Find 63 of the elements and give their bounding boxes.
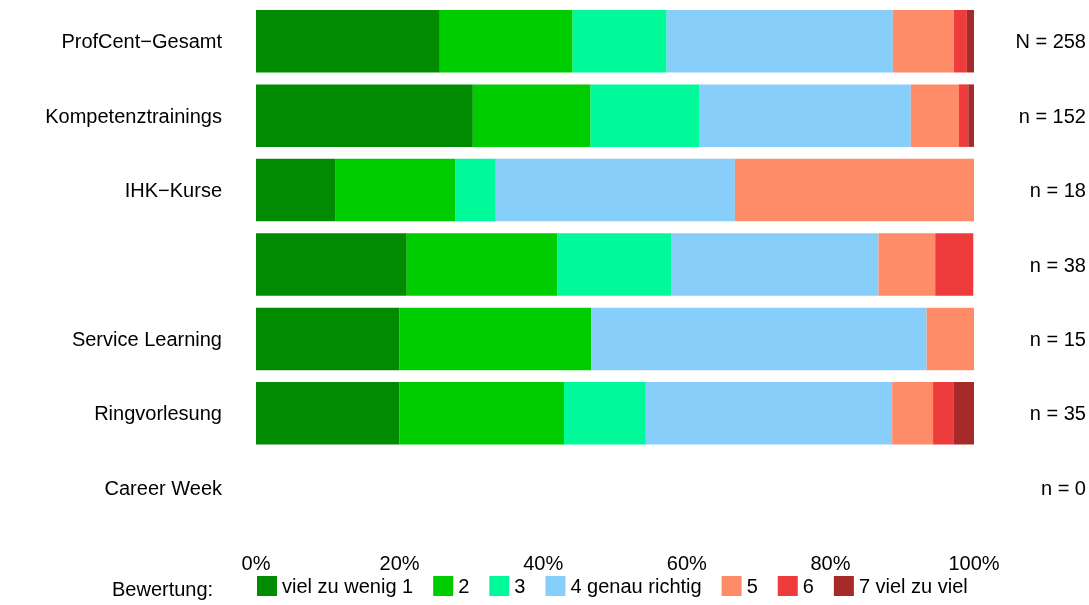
text: n = 38 (1029, 253, 1086, 276)
y-tick-label: Kompetenztrainings (45, 104, 222, 127)
bar (256, 307, 400, 371)
bar (892, 382, 934, 445)
y-tick-label: Ringvorlesung (94, 402, 222, 425)
bar (958, 84, 969, 147)
bar (892, 9, 954, 73)
bar (495, 158, 735, 222)
bar (564, 382, 646, 445)
bar (953, 9, 967, 73)
bar (572, 9, 667, 73)
bar (591, 307, 927, 371)
legend-label: 2 (458, 575, 470, 597)
bar (966, 9, 974, 73)
legend-label: 6 (802, 575, 814, 597)
bar (399, 307, 592, 371)
legend-label: 7 viel zu viel (858, 575, 968, 597)
y-tick-label: Career Week (104, 476, 223, 499)
bar (256, 9, 440, 73)
bar (878, 233, 936, 296)
bar (935, 233, 974, 296)
bar (557, 233, 671, 296)
legend-label: viel zu wenig 1 (282, 575, 414, 597)
bar (699, 84, 911, 147)
bar (335, 158, 456, 222)
bar (256, 84, 473, 147)
legend-label: 3 (514, 575, 526, 597)
text: n = 18 (1029, 179, 1086, 202)
bar (926, 307, 974, 371)
bar (472, 84, 591, 147)
legend-title: Bewertung: (112, 578, 214, 600)
bar (910, 84, 959, 147)
bar (953, 382, 974, 445)
bar (256, 158, 336, 222)
bar (406, 233, 558, 296)
y-tick-label: ProfCent−Gesamt (61, 30, 223, 53)
x-tick-label: 0% (241, 552, 271, 574)
text: n = 152 (1018, 104, 1086, 127)
bar (734, 158, 974, 222)
x-tick-label: 20% (379, 552, 420, 574)
bar (439, 9, 573, 73)
bar (968, 84, 974, 147)
text: n = 0 (1040, 476, 1086, 499)
text: n = 35 (1029, 402, 1086, 425)
y-tick-label: Service Learning (71, 327, 222, 350)
x-tick-label: 100% (948, 552, 1000, 574)
legend-label: 5 (746, 575, 758, 597)
bar (590, 84, 700, 147)
x-tick-label: 60% (666, 552, 708, 574)
bar (256, 233, 407, 296)
x-tick-label: 40% (523, 552, 564, 574)
x-tick-label: 80% (810, 552, 851, 574)
text: n = 15 (1029, 327, 1086, 350)
bar (645, 382, 893, 445)
bar (933, 382, 954, 445)
bar (671, 233, 879, 296)
bar (399, 382, 565, 445)
bar (666, 9, 893, 73)
legend-label: 4 genau richtig (570, 575, 702, 597)
y-tick-label: IHK−Kurse (124, 179, 222, 202)
bar (455, 158, 496, 222)
text: N = 258 (1015, 30, 1086, 53)
bar (256, 382, 400, 445)
